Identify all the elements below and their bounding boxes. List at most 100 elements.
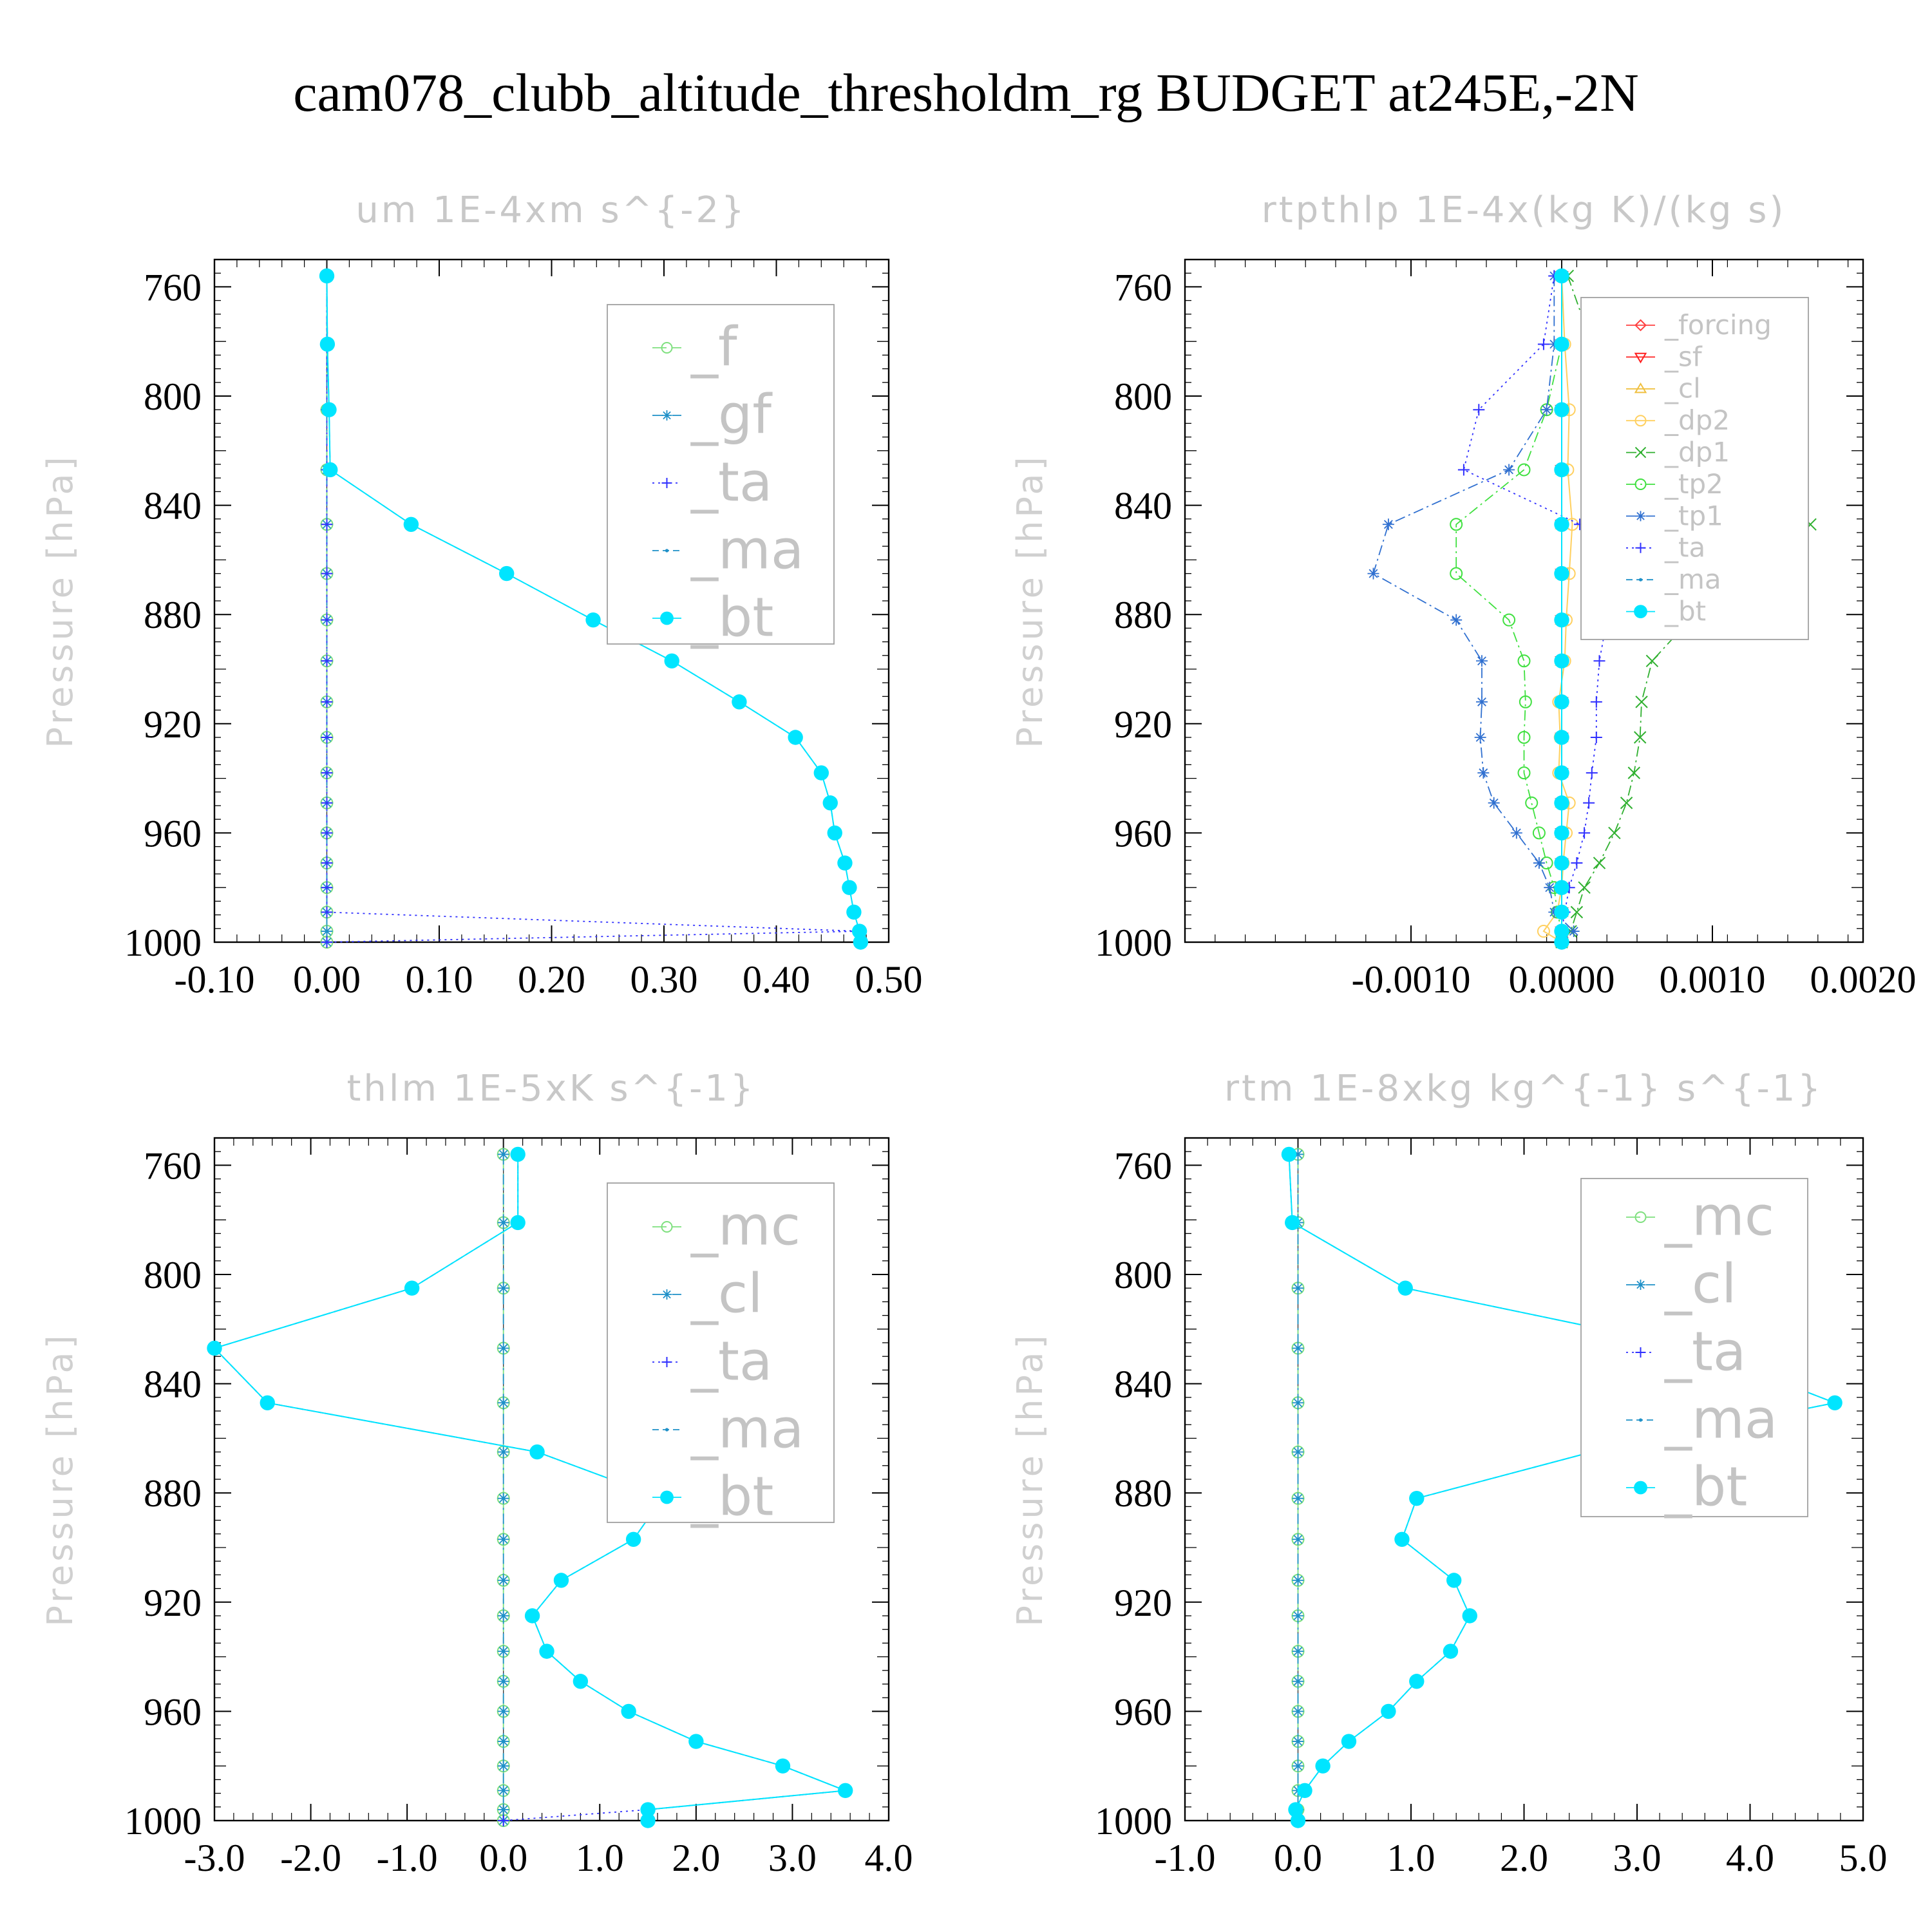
data-point xyxy=(1586,767,1598,779)
x-tick-label: 0.0 xyxy=(479,1837,527,1879)
legend-label: _ma xyxy=(690,1397,804,1461)
data-point xyxy=(321,732,333,743)
legend-marker xyxy=(1634,605,1647,618)
data-point xyxy=(1532,826,1546,840)
data-point xyxy=(822,795,838,811)
data-point xyxy=(1554,730,1569,745)
data-point xyxy=(1443,1643,1459,1659)
data-point xyxy=(497,1446,509,1458)
data-point xyxy=(1554,880,1569,895)
data-point xyxy=(1292,1533,1304,1546)
data-point xyxy=(837,1783,853,1799)
data-point xyxy=(851,923,867,939)
data-point xyxy=(497,1785,509,1797)
data-point xyxy=(1290,1813,1306,1828)
figure-title: cam078_clubb_altitude_thresholdm_rg BUDG… xyxy=(293,63,1639,123)
data-point xyxy=(1567,925,1580,938)
y-tick-label: 920 xyxy=(144,703,202,746)
series-bt xyxy=(1554,268,1569,950)
data-point xyxy=(1292,1342,1304,1354)
x-tick-label: 2.0 xyxy=(672,1837,720,1879)
data-point xyxy=(321,906,333,918)
legend-marker xyxy=(1634,319,1647,332)
legend-label: _forcing xyxy=(1664,309,1772,341)
legend-marker xyxy=(1635,511,1646,522)
legend-marker xyxy=(1638,578,1643,582)
data-point xyxy=(1554,765,1569,781)
y-axis-label: Pressure [hPa] xyxy=(40,453,80,748)
data-point xyxy=(1633,731,1647,744)
y-tick-label: 800 xyxy=(1114,1254,1172,1296)
legend-label: _ma xyxy=(1664,564,1721,595)
y-tick-label: 920 xyxy=(1114,1582,1172,1624)
data-point xyxy=(837,855,853,871)
data-point xyxy=(1645,654,1659,667)
data-point xyxy=(321,567,333,580)
data-point xyxy=(1450,518,1463,531)
x-tick-label: 0.0 xyxy=(1274,1837,1322,1879)
data-point xyxy=(1450,567,1463,580)
data-point xyxy=(321,827,333,839)
data-point xyxy=(1554,462,1569,478)
data-point xyxy=(1409,1674,1425,1689)
data-point xyxy=(1292,1736,1304,1748)
legend-label: _cl xyxy=(1664,1253,1737,1316)
x-tick-label: -3.0 xyxy=(184,1837,245,1879)
y-tick-label: 920 xyxy=(144,1582,202,1624)
data-point xyxy=(1593,857,1606,869)
legend-marker xyxy=(665,549,669,553)
chart-panel-3: thlm 1E-5xK s^{-1} Pressure [hPa] 760 800 84… xyxy=(40,1068,913,1879)
legend-marker xyxy=(1634,1481,1647,1495)
x-tick-label: 0.0000 xyxy=(1509,958,1615,1001)
x-tick-label: 0.10 xyxy=(406,958,473,1001)
data-point xyxy=(1620,797,1633,810)
legend-box xyxy=(607,1182,835,1523)
data-point xyxy=(1554,336,1569,352)
data-point xyxy=(1554,653,1569,668)
data-point xyxy=(1517,731,1531,744)
series-line xyxy=(1455,276,1562,942)
data-point xyxy=(1477,767,1490,779)
data-point xyxy=(1292,1446,1304,1458)
data-point xyxy=(1578,827,1591,839)
y-tick-label: 960 xyxy=(144,812,202,855)
legend-label: _ma xyxy=(1664,1388,1777,1451)
chart-panel-2: rtpthlp 1E-4x(kg K)/(kg s) Pressure [hPa]… xyxy=(1010,189,1917,1001)
x-tick-label: 1.0 xyxy=(576,1837,624,1879)
y-tick-label: 800 xyxy=(144,375,202,418)
data-point xyxy=(1475,655,1488,667)
data-point xyxy=(403,516,419,532)
data-point xyxy=(321,518,333,531)
data-point xyxy=(1292,1397,1304,1409)
data-point xyxy=(1292,1705,1304,1718)
x-tick-label: 0.30 xyxy=(630,958,698,1001)
y-tick-label: 960 xyxy=(144,1690,202,1733)
data-point xyxy=(1397,1280,1413,1296)
data-point xyxy=(497,1610,509,1622)
data-point xyxy=(321,696,333,708)
data-point xyxy=(775,1758,791,1774)
x-tick-label: 4.0 xyxy=(865,1837,913,1879)
data-point xyxy=(1292,1760,1304,1772)
data-point xyxy=(539,1643,554,1659)
chart-panel-1: um 1E-4xm s^{-2} Pressure [hPa] 760 800 840 8… xyxy=(40,189,923,1001)
legend-label: _bt xyxy=(1664,595,1706,627)
legend-marker xyxy=(661,1221,673,1233)
data-point xyxy=(497,1804,509,1816)
legend-label: _bt xyxy=(690,586,773,649)
data-point xyxy=(497,1574,509,1586)
legend-marker xyxy=(660,611,674,625)
data-point xyxy=(1533,857,1545,869)
data-point xyxy=(321,925,333,938)
y-tick-label: 840 xyxy=(144,1363,202,1406)
panel-title: rtm 1E-8xkg kg^{-1} s^{-1} xyxy=(1224,1068,1823,1110)
x-tick-label: 0.40 xyxy=(743,958,810,1001)
data-point xyxy=(1292,1492,1304,1504)
data-point xyxy=(1292,1148,1304,1160)
data-point xyxy=(510,1215,526,1231)
data-point xyxy=(497,1815,509,1826)
y-tick-label: 880 xyxy=(144,1472,202,1515)
data-point xyxy=(1554,904,1569,920)
data-point xyxy=(573,1674,589,1689)
